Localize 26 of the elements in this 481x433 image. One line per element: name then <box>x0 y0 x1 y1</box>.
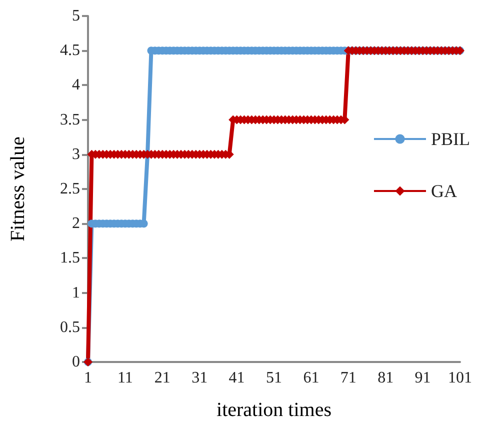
x-tick-label: 41 <box>228 370 245 386</box>
x-tick-label: 51 <box>266 370 282 386</box>
x-tick-label: 1 <box>84 370 92 386</box>
y-tick-label: 3.5 <box>60 111 80 128</box>
legend-label: GA <box>430 181 457 201</box>
y-tick-label: 5 <box>72 8 80 24</box>
x-tick-label: 101 <box>448 370 472 386</box>
x-tick-label: 11 <box>117 370 133 386</box>
y-axis-title: Fitness value <box>7 136 29 242</box>
y-tick-label: 2.5 <box>60 180 80 198</box>
y-tick-label: 1 <box>72 284 80 302</box>
y-tick-label: 1.5 <box>60 250 80 267</box>
y-tick-label: 4 <box>72 76 80 94</box>
y-tick-label: 3 <box>72 146 80 163</box>
x-tick-label: 81 <box>378 370 394 386</box>
y-tick-label: 0 <box>72 354 80 370</box>
x-tick-label: 61 <box>303 370 320 386</box>
x-tick-label: 31 <box>192 370 208 386</box>
x-tick-label: 71 <box>340 370 356 386</box>
x-tick-label: 21 <box>154 370 170 386</box>
x-axis-title: iteration times <box>216 399 332 421</box>
y-tick-label: 4.5 <box>60 42 80 60</box>
legend-label: PBIL <box>430 129 470 149</box>
x-tick-label: 91 <box>414 370 431 386</box>
y-tick-label: 2 <box>72 215 80 232</box>
y-tick-label: 0.5 <box>60 318 80 336</box>
